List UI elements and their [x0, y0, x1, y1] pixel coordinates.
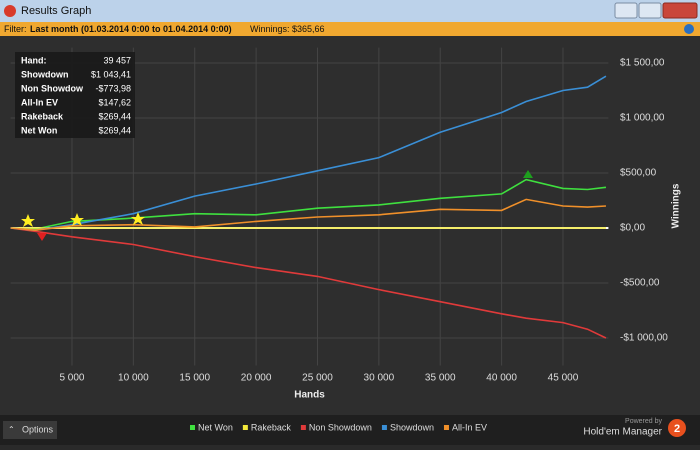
- filter-winnings: Winnings: $365,66: [250, 24, 325, 34]
- stat-value: $269,44: [98, 111, 131, 121]
- x-tick-label: 20 000: [241, 373, 272, 384]
- series-line: [10, 178, 607, 230]
- x-tick-label: 15 000: [179, 373, 210, 384]
- legend-label: Showdown: [390, 422, 434, 432]
- x-tick-label: 25 000: [302, 373, 333, 384]
- legend-swatch: [190, 425, 195, 430]
- star-marker: [131, 212, 145, 225]
- series-line: [10, 75, 607, 232]
- stat-value: $147,62: [98, 97, 131, 107]
- stat-value: $1 043,41: [91, 69, 131, 79]
- footer: [0, 415, 700, 445]
- stat-label: Net Won: [21, 125, 57, 135]
- high-marker: [523, 170, 533, 178]
- product-name: Hold'em Manager: [583, 427, 662, 438]
- y-tick-label: $500,00: [620, 168, 657, 179]
- filter-range[interactable]: Last month (01.03.2014 0:00 to 01.04.201…: [30, 24, 232, 34]
- stat-label: Hand:: [21, 55, 47, 65]
- window-title: Results Graph: [21, 5, 91, 17]
- legend-label: All-In EV: [452, 422, 487, 432]
- stat-value: -$773,98: [95, 83, 131, 93]
- stat-value: 39 457: [103, 55, 131, 65]
- options-label[interactable]: Options: [22, 424, 54, 434]
- badge-text: 2: [674, 423, 680, 435]
- product-badge: [668, 419, 686, 437]
- options-button[interactable]: [3, 421, 57, 439]
- y-tick-label: $0,00: [620, 223, 645, 234]
- x-tick-label: 40 000: [486, 373, 517, 384]
- legend-label: Rakeback: [251, 422, 292, 432]
- legend: Net Won Rakeback Non Showdown Showdown All-I…: [190, 422, 487, 432]
- powered-by: Powered by: [625, 418, 662, 425]
- stat-label: Non Showdow: [21, 83, 84, 93]
- close-button[interactable]: [662, 2, 698, 19]
- x-tick-label: 30 000: [364, 373, 395, 384]
- help-icon[interactable]: [684, 24, 694, 34]
- y-tick-label: -$1 000,00: [620, 333, 668, 344]
- star-marker: [70, 213, 84, 226]
- lines: [10, 75, 607, 339]
- y-tick-label: $1 500,00: [620, 58, 665, 69]
- legend-swatch: [381, 425, 387, 430]
- stat-label: Showdown: [21, 69, 69, 79]
- y-tick-label: $1 000,00: [620, 113, 665, 124]
- title-bar: [0, 0, 700, 22]
- low-marker: [37, 233, 47, 241]
- stat-value: $269,44: [98, 125, 131, 135]
- stat-label: All-In EV: [21, 97, 58, 107]
- filter-bar: [0, 22, 700, 36]
- x-tick-label: 10 000: [118, 373, 149, 384]
- x-tick-label: 5 000: [59, 373, 84, 384]
- x-axis-label: Hands: [294, 390, 325, 401]
- stats: Hand: 39 457 Showdown $1 043,41 Non Showdow -…: [21, 55, 131, 135]
- series-line: [10, 227, 607, 339]
- legend-swatch: [443, 425, 449, 430]
- x-tick-label: 35 000: [425, 373, 456, 384]
- legend-swatch: [300, 425, 306, 430]
- y-tick-label: -$500,00: [620, 278, 660, 289]
- filter-label: Filter:: [4, 24, 27, 34]
- legend-label: Non Showdown: [309, 422, 372, 432]
- x-tick-label: 45 000: [548, 373, 579, 384]
- series-line: [10, 198, 606, 232]
- stat-label: Rakeback: [21, 111, 64, 121]
- legend-label: Net Won: [198, 422, 233, 432]
- y-axis-label: Winnings: [671, 183, 682, 228]
- minimize-button[interactable]: [614, 2, 638, 19]
- star-marker: [21, 214, 35, 227]
- app-icon: [4, 5, 16, 17]
- maximize-button[interactable]: [638, 2, 662, 19]
- stats-box: [15, 52, 135, 138]
- options-caret[interactable]: ⌃: [8, 425, 15, 434]
- legend-swatch: [242, 425, 248, 430]
